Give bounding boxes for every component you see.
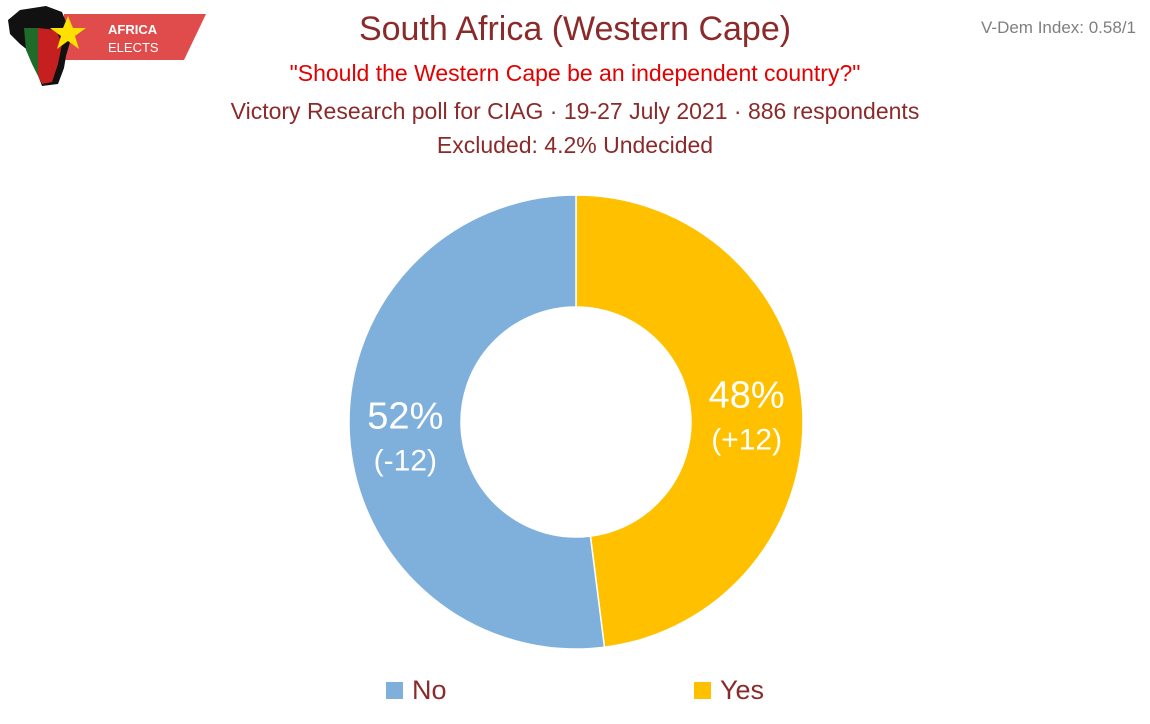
- logo-banner: [64, 14, 206, 60]
- donut-change-label-yes: (+12): [711, 423, 782, 456]
- legend-item-no: No: [386, 672, 447, 708]
- excluded-note: Excluded: 4.2% Undecided: [436, 132, 714, 158]
- donut-value-label-yes: 48%: [709, 374, 785, 416]
- legend-label-yes: Yes: [720, 674, 765, 705]
- legend-swatch-yes: [694, 681, 711, 699]
- logo-line1: AFRICA: [108, 22, 158, 37]
- africa-elects-logo: AFRICA ELECTS: [8, 6, 206, 86]
- star-icon: [50, 16, 86, 49]
- donut-change-label-no: (-12): [374, 445, 437, 478]
- donut-value-label-no: 52%: [367, 396, 443, 438]
- vdem-index: V-Dem Index: 0.58/1: [981, 18, 1136, 37]
- poll-info: Victory Research poll for CIAG · 19-27 J…: [230, 98, 920, 124]
- africa-map-stripe-green: [24, 28, 38, 76]
- legend-label-no: No: [412, 674, 447, 705]
- chart-title: South Africa (Western Cape): [358, 10, 792, 48]
- logo-line2: ELECTS: [108, 40, 159, 55]
- legend-swatch-no: [386, 681, 403, 699]
- legend-item-yes: Yes: [694, 672, 764, 708]
- africa-map-stripe-red: [38, 28, 62, 84]
- poll-question: "Should the Western Cape be an independe…: [289, 60, 861, 86]
- donut-slice-yes: [575, 194, 804, 649]
- donut-slice-no: [348, 194, 606, 650]
